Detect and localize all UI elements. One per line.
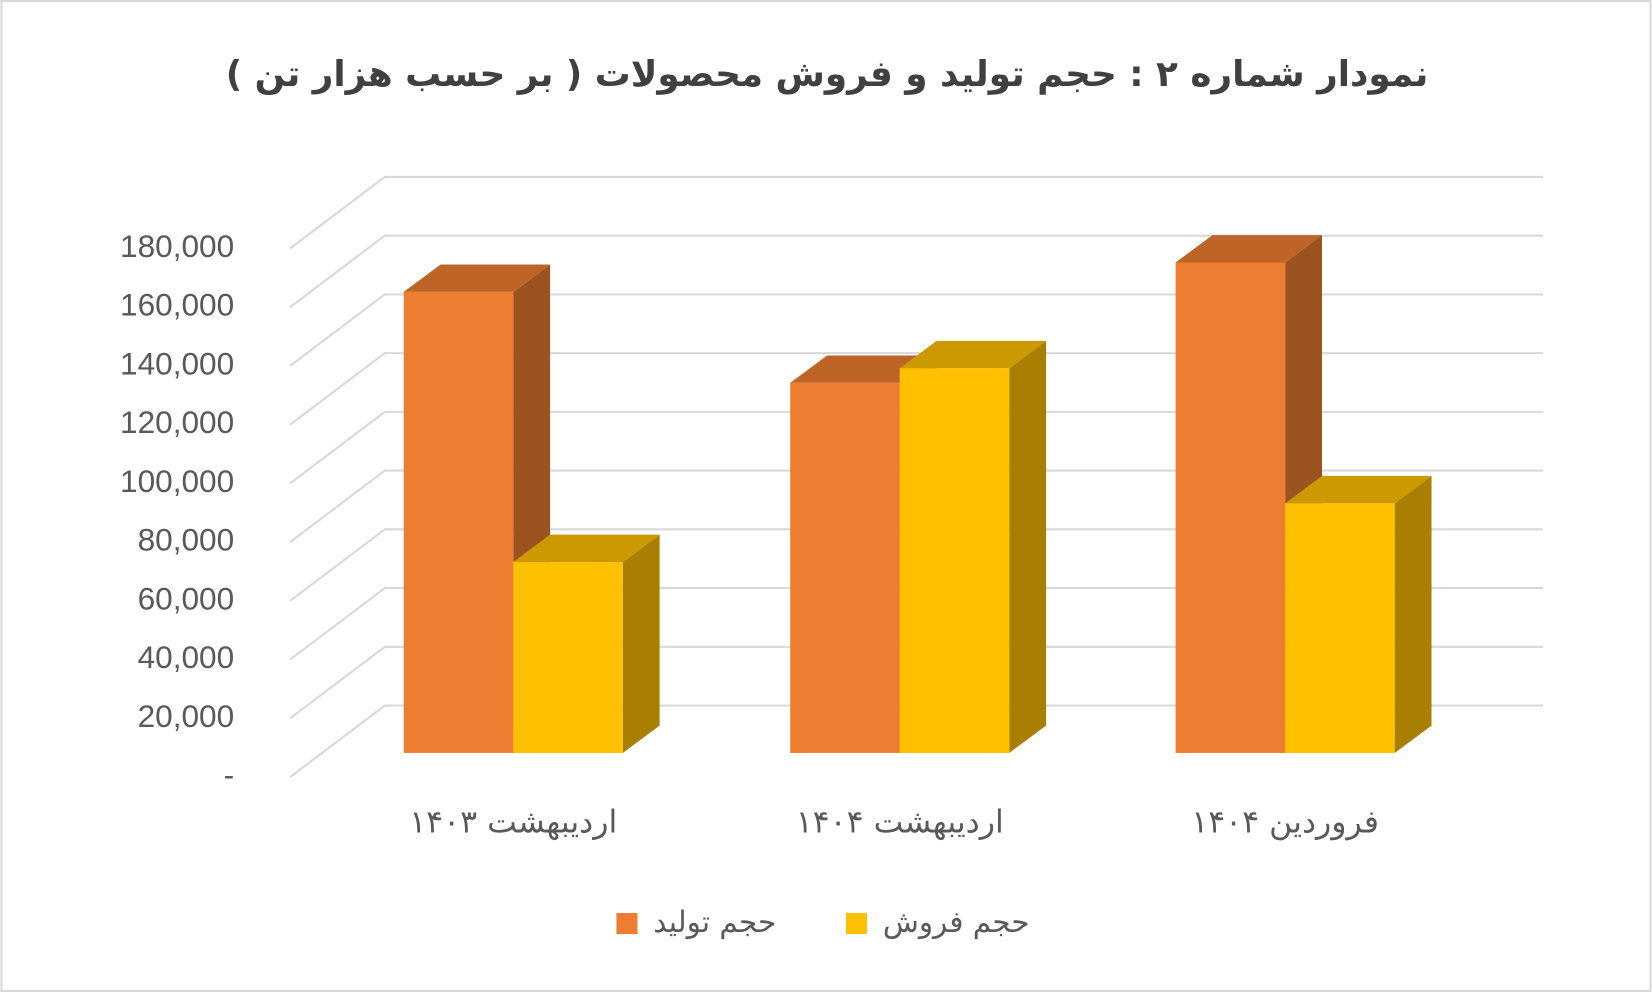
- y-tick-label: 100,000: [120, 463, 234, 499]
- bar-face: [899, 368, 1010, 753]
- y-tick-label: 20,000: [138, 698, 235, 734]
- y-tick-label: 60,000: [138, 580, 235, 616]
- grid-line: [289, 704, 1544, 779]
- bar-face: [1175, 235, 1322, 263]
- y-tick-label: 180,000: [120, 228, 234, 264]
- y-tick-label: 40,000: [138, 639, 235, 675]
- legend-swatch: [616, 913, 638, 935]
- bar-face: [403, 291, 514, 753]
- bar-face: [513, 562, 623, 753]
- grid-line: [289, 469, 1544, 544]
- bar-face: [513, 534, 660, 563]
- x-tick-label: اردیبهشت ۱۴۰۴: [796, 805, 1004, 841]
- bar-face: [790, 382, 900, 753]
- bar: [513, 534, 660, 753]
- y-tick-label: 80,000: [138, 522, 235, 558]
- x-tick-label: فروردین ۱۴۰۴: [1191, 805, 1379, 841]
- y-tick-label: 120,000: [120, 404, 234, 440]
- grid-line: [289, 175, 1544, 250]
- grid-line: [289, 234, 1544, 309]
- y-tick-label: -: [224, 757, 235, 793]
- grid-line: [289, 293, 1544, 367]
- grid-line: [289, 587, 1544, 661]
- grid-line: [289, 352, 1544, 426]
- legend-swatch: [846, 913, 868, 935]
- bar-face: [1009, 340, 1047, 753]
- grid-line: [289, 645, 1544, 720]
- bar-face: [403, 264, 551, 292]
- bar: [899, 340, 1047, 753]
- bar-face: [1285, 475, 1432, 504]
- bar-face: [1394, 475, 1432, 753]
- legend-label: حجم تولید: [653, 905, 776, 940]
- bar-face: [622, 534, 660, 753]
- bar-face: [1285, 503, 1395, 753]
- bar-face: [1175, 262, 1286, 753]
- x-tick-label: اردیبهشت ۱۴۰۳: [409, 805, 617, 841]
- legend-label: حجم فروش: [883, 905, 1030, 940]
- y-tick-label: 140,000: [120, 345, 234, 381]
- chart-title: نمودار شماره ۲ : حجم تولید و فروش محصولا…: [226, 54, 1429, 95]
- grid-line: [289, 410, 1544, 485]
- bar: [1285, 475, 1432, 753]
- grid-line: [289, 528, 1544, 602]
- y-tick-label: 160,000: [120, 287, 234, 323]
- bar-face: [899, 340, 1047, 369]
